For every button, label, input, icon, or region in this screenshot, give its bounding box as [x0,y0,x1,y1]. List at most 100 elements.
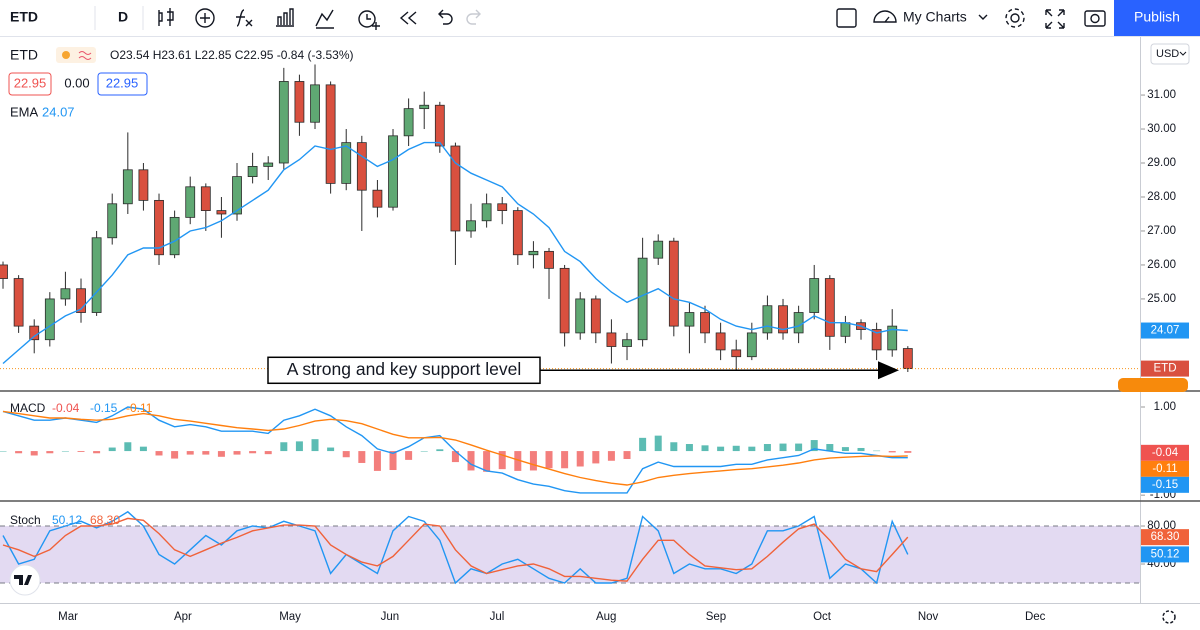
histogram-bar [405,451,413,460]
macd-title: MACD [10,401,46,415]
histogram-bar [61,451,69,452]
logo[interactable] [9,564,41,596]
histogram-bar [467,451,475,471]
histogram-bar [124,442,132,452]
y-tick-label: 28.00 [1147,191,1176,203]
candle-body [419,104,430,110]
candle-body [512,210,523,256]
currency-label[interactable]: USD [1156,48,1179,60]
histogram-bar [529,451,537,471]
candle-body [122,169,133,205]
macd-line [2,406,908,494]
macd-tag-bg [1141,476,1189,493]
my-charts-label[interactable]: My Charts [903,9,967,25]
indicators-icon[interactable] [236,9,253,27]
macd-tag-bg [1141,444,1189,461]
candle-body [715,332,726,351]
histogram-bar [249,451,257,454]
publish-label[interactable]: Publish [1134,9,1180,25]
annotation-text: A strong and key support level [287,359,521,379]
y-tick-label: 29.00 [1147,157,1176,169]
my-charts-icon[interactable] [873,10,897,23]
snapshot-icon[interactable] [1084,10,1106,27]
histogram-bar [592,451,600,464]
candle-body [169,216,180,256]
y-tick-label: 80.00 [1147,520,1176,532]
candle-body [154,199,164,256]
candle-body [871,329,882,351]
dropdown-caret[interactable] [978,14,988,20]
fullscreen-icon[interactable] [836,8,857,28]
legend-ohlc: O23.54 H23.61 L22.85 C22.95 -0.84 (-3.53… [110,48,354,62]
publish-button[interactable] [1114,0,1200,36]
chart-type-icon[interactable] [158,8,174,26]
toolbar: ETD D My Charts Publish [0,0,1200,37]
histogram-bar [545,451,553,469]
histogram-bar [623,451,631,460]
settings-icon[interactable] [1010,13,1020,23]
candle-body [247,166,258,178]
histogram-bar [264,451,272,455]
macd-legend-value: -0.04 [52,401,80,415]
y-tick-label: 30.00 [1147,123,1176,135]
histogram-bar [732,445,740,452]
replay-icon[interactable] [399,11,417,25]
y-tick-label: 26.00 [1147,259,1176,271]
bid: 22.95 [14,75,47,90]
candle-body [185,186,196,218]
macd-tag: -0.11 [1152,463,1177,475]
candle-body [887,325,898,351]
histogram-bar [389,451,397,471]
histogram-bar [717,446,725,452]
y-tick-label: 1.00 [1154,401,1176,413]
histogram-bar [77,451,85,452]
symbol-button[interactable]: ETD [10,9,38,25]
status-icon [78,51,92,60]
bid-box [8,72,52,96]
macd-tag: -0.15 [1152,479,1178,491]
alert-icon[interactable] [358,10,376,28]
histogram-bar [358,451,366,463]
histogram-bar [171,451,179,459]
interval-button[interactable]: D [118,9,128,25]
currency-button[interactable] [1150,43,1190,65]
candle-body [793,312,804,334]
histogram-bar [0,451,7,452]
layout-icon[interactable] [315,9,334,29]
stoch-band [0,526,1140,584]
redo-icon[interactable] [466,9,481,25]
histogram-bar [904,451,912,453]
macd-legend-value: -0.11 [126,401,153,415]
y-tick-label: 31.00 [1147,89,1176,101]
histogram-bar [670,442,678,452]
histogram-bar [30,451,38,456]
x-tick-label: Dec [1025,611,1046,623]
candle-body [107,203,118,239]
histogram-bar [108,447,116,452]
histogram-bar [373,451,381,471]
compare-icon[interactable] [195,8,215,28]
macd-tag: -0.04 [1152,447,1179,459]
templates-icon[interactable] [276,8,294,27]
plot-area: A strong and key support level [0,64,1140,585]
candle-body [278,81,289,164]
redaction [1118,378,1188,392]
stoch-tag-bg [1141,546,1189,563]
undo-icon[interactable] [438,9,453,25]
spread: 0.00 [64,75,89,90]
candle-body [403,108,414,137]
histogram-bar [561,451,569,469]
histogram-bar [701,445,709,452]
ema-tag-bg [1141,322,1189,339]
y-tick-label: 27.00 [1147,225,1176,237]
histogram-bar [857,447,865,452]
currency-caret [1179,51,1187,56]
macd-line [2,410,908,486]
candle-body [544,250,554,269]
histogram-bar [233,451,241,455]
arrow-head [878,361,899,380]
axis-settings-icon[interactable] [1162,610,1176,624]
candle-body [388,135,398,208]
expand-icon[interactable] [1045,9,1065,29]
